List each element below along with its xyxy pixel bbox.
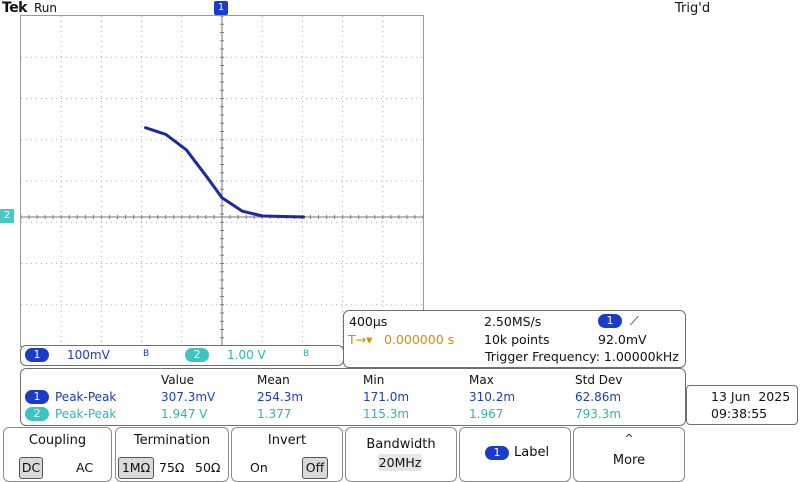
ch2-scale[interactable]: 1.00 V (227, 348, 266, 362)
termination-option-75ohm[interactable]: 75Ω (159, 460, 185, 475)
ch1-scale[interactable]: 100mV (67, 348, 110, 362)
timebase: 400µs (349, 314, 388, 329)
termination-title: Termination (133, 433, 211, 448)
trigger-delay: 0.000000 s (384, 332, 455, 347)
label-menu-button[interactable]: 1 Label (459, 427, 571, 482)
row1-stddev: 62.86m (575, 390, 622, 404)
trigger-slope-icon: ⟋ (630, 313, 639, 328)
label-channel-badge: 1 (485, 446, 509, 460)
up-caret-icon: ^ (624, 432, 634, 445)
more-text: More (612, 453, 646, 468)
row1-measurement-name: Peak-Peak (55, 390, 117, 404)
row2-mean: 1.377 (257, 407, 292, 421)
trigger-position-marker[interactable]: 1 (214, 1, 228, 15)
coupling-option-ac[interactable]: AC (76, 460, 94, 475)
label-text: Label (514, 445, 550, 460)
bandwidth-title: Bandwidth (366, 437, 436, 452)
invert-menu-button[interactable]: Invert On Off (231, 427, 343, 482)
trigger-delay-icon: T→▾ (348, 332, 373, 347)
time: 09:38:55 (711, 406, 768, 421)
coupling-option-dc[interactable]: DC (19, 457, 43, 479)
ch1-bandwidth-limit-icon: B (143, 349, 150, 359)
col-header-mean: Mean (257, 373, 290, 387)
trigger-source-badge: 1 (598, 314, 622, 328)
coupling-title: Coupling (28, 433, 87, 448)
invert-option-on[interactable]: On (250, 460, 268, 475)
row2-min: 115.3m (363, 407, 410, 421)
bandwidth-menu-button[interactable]: Bandwidth 20MHz (345, 427, 457, 482)
row2-value: 1.947 V (161, 407, 208, 421)
bandwidth-value: 20MHz (378, 454, 422, 471)
ch2-badge[interactable]: 2 (185, 348, 209, 362)
row2-max: 1.967 (469, 407, 504, 421)
row2-stddev: 793.3m (575, 407, 622, 421)
trigger-level: 92.0mV (598, 332, 647, 347)
more-menu-button[interactable]: ^ More (573, 427, 685, 482)
measurement-table[interactable]: Value Mean Min Max Std Dev 1 Peak-Peak 3… (20, 368, 686, 426)
channel-scale-bar: 1 100mV B 2 1.00 V B (20, 345, 344, 366)
date: 13 Jun 2025 (711, 389, 791, 404)
datetime-box: 13 Jun 2025 09:38:55 (686, 385, 798, 425)
col-header-value: Value (161, 373, 194, 387)
ch2-ground-marker[interactable]: 2 (0, 209, 14, 223)
row2-measurement-name: Peak-Peak (55, 407, 117, 421)
trigger-status: Trig'd (675, 1, 711, 16)
row1-min: 171.0m (363, 390, 410, 404)
waveform-trace (144, 126, 306, 219)
col-header-max: Max (469, 373, 494, 387)
graticule (20, 15, 424, 347)
row1-channel-badge: 1 (25, 390, 49, 404)
invert-option-off[interactable]: Off (302, 457, 328, 479)
graticule-grid (21, 16, 423, 346)
sample-rate: 2.50MS/s (484, 314, 542, 329)
brand-logo: Tek (2, 0, 28, 16)
termination-option-50ohm[interactable]: 50Ω (195, 460, 221, 475)
trigger-frequency: Trigger Frequency: 1.00000kHz (485, 349, 679, 364)
invert-title: Invert (267, 433, 307, 448)
row1-value: 307.3mV (161, 390, 216, 404)
col-header-min: Min (363, 373, 385, 387)
row2-channel-badge: 2 (25, 407, 49, 421)
termination-option-1mohm[interactable]: 1MΩ (118, 457, 154, 479)
row1-mean: 254.3m (257, 390, 304, 404)
row1-max: 310.2m (469, 390, 516, 404)
record-length: 10k points (484, 332, 550, 347)
horizontal-info-box[interactable]: 400µs 2.50MS/s 1 ⟋ T→▾ 0.000000 s 10k po… (343, 310, 686, 368)
waveform-xy-trace (144, 126, 306, 219)
coupling-menu-button[interactable]: Coupling DC AC (3, 427, 112, 482)
acquisition-state: Run (34, 1, 58, 15)
ch2-bandwidth-limit-icon: B (303, 349, 310, 359)
termination-menu-button[interactable]: Termination 1MΩ 75Ω 50Ω (115, 427, 229, 482)
col-header-stddev: Std Dev (575, 373, 623, 387)
ch1-badge[interactable]: 1 (25, 348, 49, 362)
